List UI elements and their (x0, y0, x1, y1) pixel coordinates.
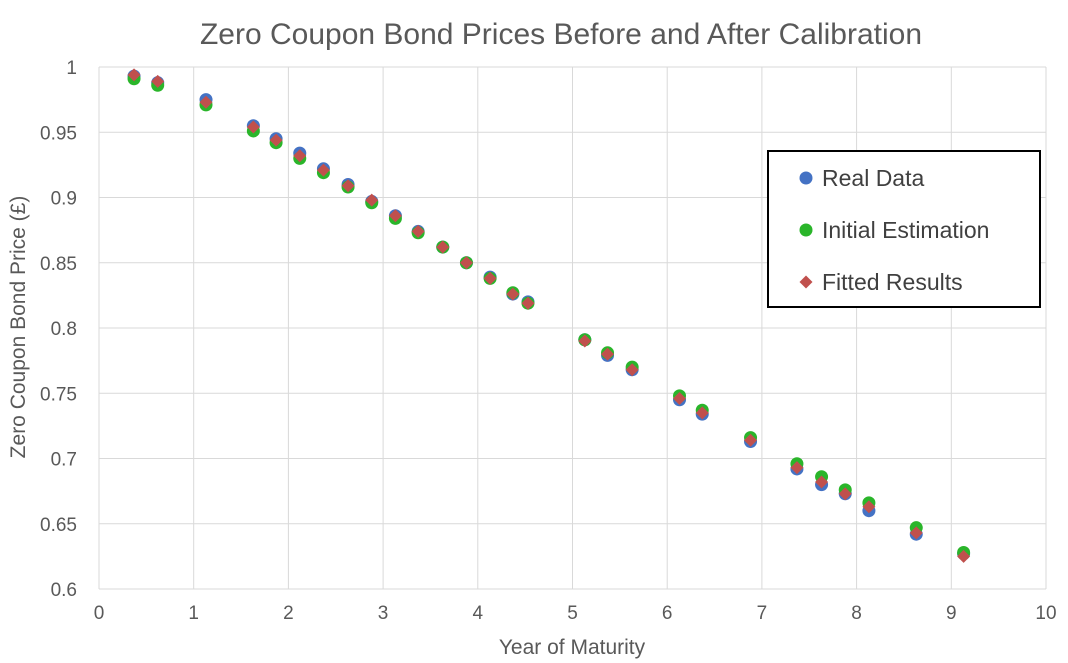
x-axis-label: Year of Maturity (499, 636, 646, 659)
legend-marker (799, 223, 813, 237)
data-point (862, 500, 876, 514)
x-tick-label: 5 (567, 603, 578, 624)
x-tick-label: 6 (662, 603, 673, 624)
data-point (199, 95, 213, 109)
x-tick-label: 2 (283, 603, 294, 624)
x-tick-label: 4 (473, 603, 484, 624)
y-tick-label: 1 (66, 58, 77, 79)
data-point (625, 363, 639, 377)
data-point (601, 347, 615, 361)
data-point (341, 179, 355, 193)
data-point (246, 120, 260, 134)
data-point (293, 149, 307, 163)
legend-label: Initial Estimation (822, 217, 989, 243)
data-point (790, 461, 804, 475)
data-point (151, 74, 165, 88)
y-tick-label: 0.8 (51, 319, 77, 340)
legend-box (767, 150, 1041, 308)
data-point (483, 271, 497, 285)
chart-title: Zero Coupon Bond Prices Before and After… (200, 18, 922, 51)
x-tick-label: 3 (378, 603, 389, 624)
y-tick-label: 0.75 (40, 384, 77, 405)
y-tick-label: 0.85 (40, 254, 77, 275)
y-axis-label: Zero Coupon Bond Price (£) (7, 196, 30, 459)
data-point (316, 163, 330, 177)
y-tick-labels: 0.6 0.65 0.7 0.75 0.8 0.85 0.9 0.95 1 (40, 58, 77, 601)
x-tick-label: 0 (94, 603, 105, 624)
x-tick-label: 7 (757, 603, 768, 624)
data-point (578, 334, 592, 348)
gridlines (98, 66, 1047, 590)
legend-label: Real Data (822, 165, 924, 191)
y-tick-label: 0.6 (51, 580, 77, 601)
series-initial-estimation (127, 72, 971, 559)
data-point (744, 433, 758, 447)
data-point (521, 296, 535, 310)
data-point (695, 406, 709, 420)
data-point (411, 224, 425, 238)
data-point (815, 475, 829, 489)
data-point (436, 240, 450, 254)
data-point (909, 526, 923, 540)
y-tick-label: 0.9 (51, 189, 77, 210)
data-point (957, 549, 971, 563)
y-tick-label: 0.65 (40, 515, 77, 536)
legend-marker (799, 171, 813, 185)
x-tick-labels: 0 1 2 3 4 5 6 7 8 9 10 (94, 603, 1057, 624)
x-tick-label: 10 (1035, 603, 1056, 624)
x-tick-label: 8 (851, 603, 862, 624)
data-point (673, 391, 687, 405)
y-tick-label: 0.95 (40, 123, 77, 144)
data-point (388, 209, 402, 223)
legend-marker (799, 275, 813, 289)
x-tick-label: 9 (946, 603, 957, 624)
data-point (269, 133, 283, 147)
data-point (365, 193, 379, 207)
data-point (506, 287, 520, 301)
data-point (459, 256, 473, 270)
data-point (838, 487, 852, 501)
x-tick-label: 1 (188, 603, 199, 624)
data-point (127, 68, 141, 82)
y-tick-label: 0.7 (51, 450, 77, 471)
legend: Real Data Initial Estimation Fitted Result… (767, 150, 1041, 308)
series-fitted-results (127, 68, 971, 563)
legend-label: Fitted Results (822, 269, 963, 295)
plot-area (127, 68, 971, 563)
